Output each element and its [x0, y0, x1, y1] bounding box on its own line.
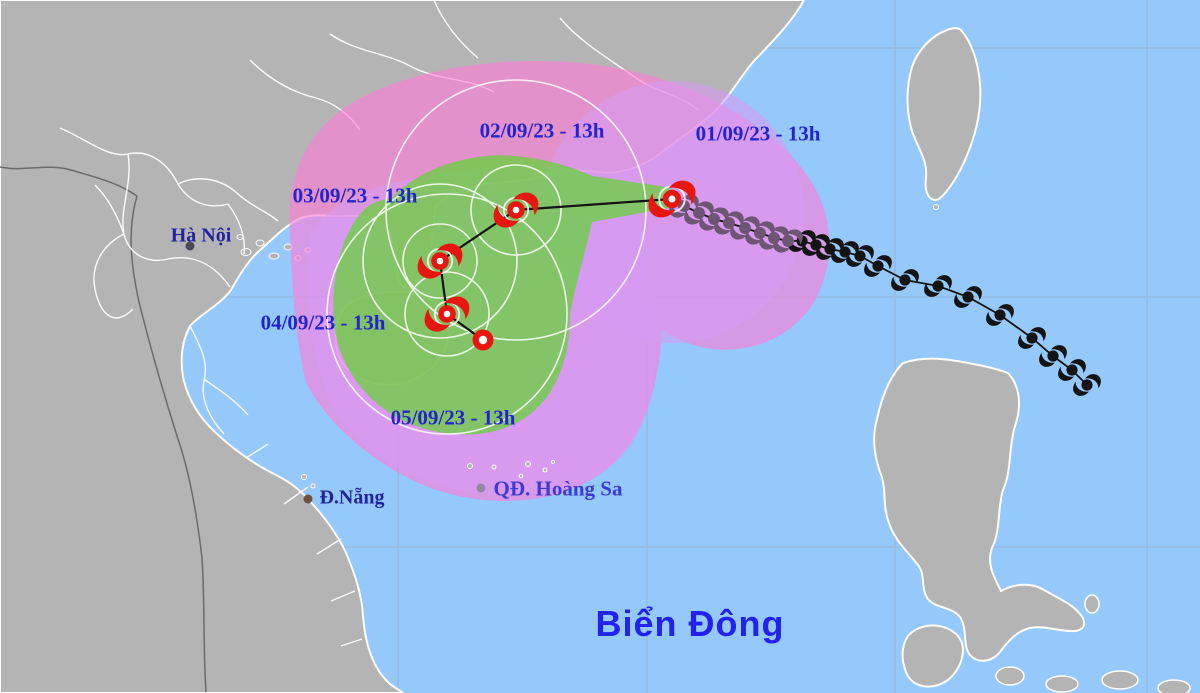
- hoangsa-dot: [476, 483, 486, 493]
- philippine-islet: [1157, 679, 1191, 693]
- taiwan-island: [906, 27, 982, 201]
- forecast-uncertainty-cones: [289, 60, 830, 501]
- philippine-islet: [1101, 670, 1139, 690]
- philippine-islet: [995, 666, 1025, 686]
- catanduanes-islet: [1084, 594, 1100, 614]
- inner-forecast-zone-green: [333, 155, 680, 435]
- taiwan-islet: [933, 204, 939, 210]
- luzon-island: [873, 357, 1086, 662]
- coastal-islets: [301, 474, 316, 489]
- hanoi-dot: [185, 241, 195, 251]
- danang-dot: [303, 494, 313, 504]
- weakened-position-ring-icon: [472, 329, 494, 351]
- paracel-islets: [467, 460, 555, 479]
- mindoro-island: [901, 624, 964, 688]
- philippine-islet: [1045, 675, 1079, 693]
